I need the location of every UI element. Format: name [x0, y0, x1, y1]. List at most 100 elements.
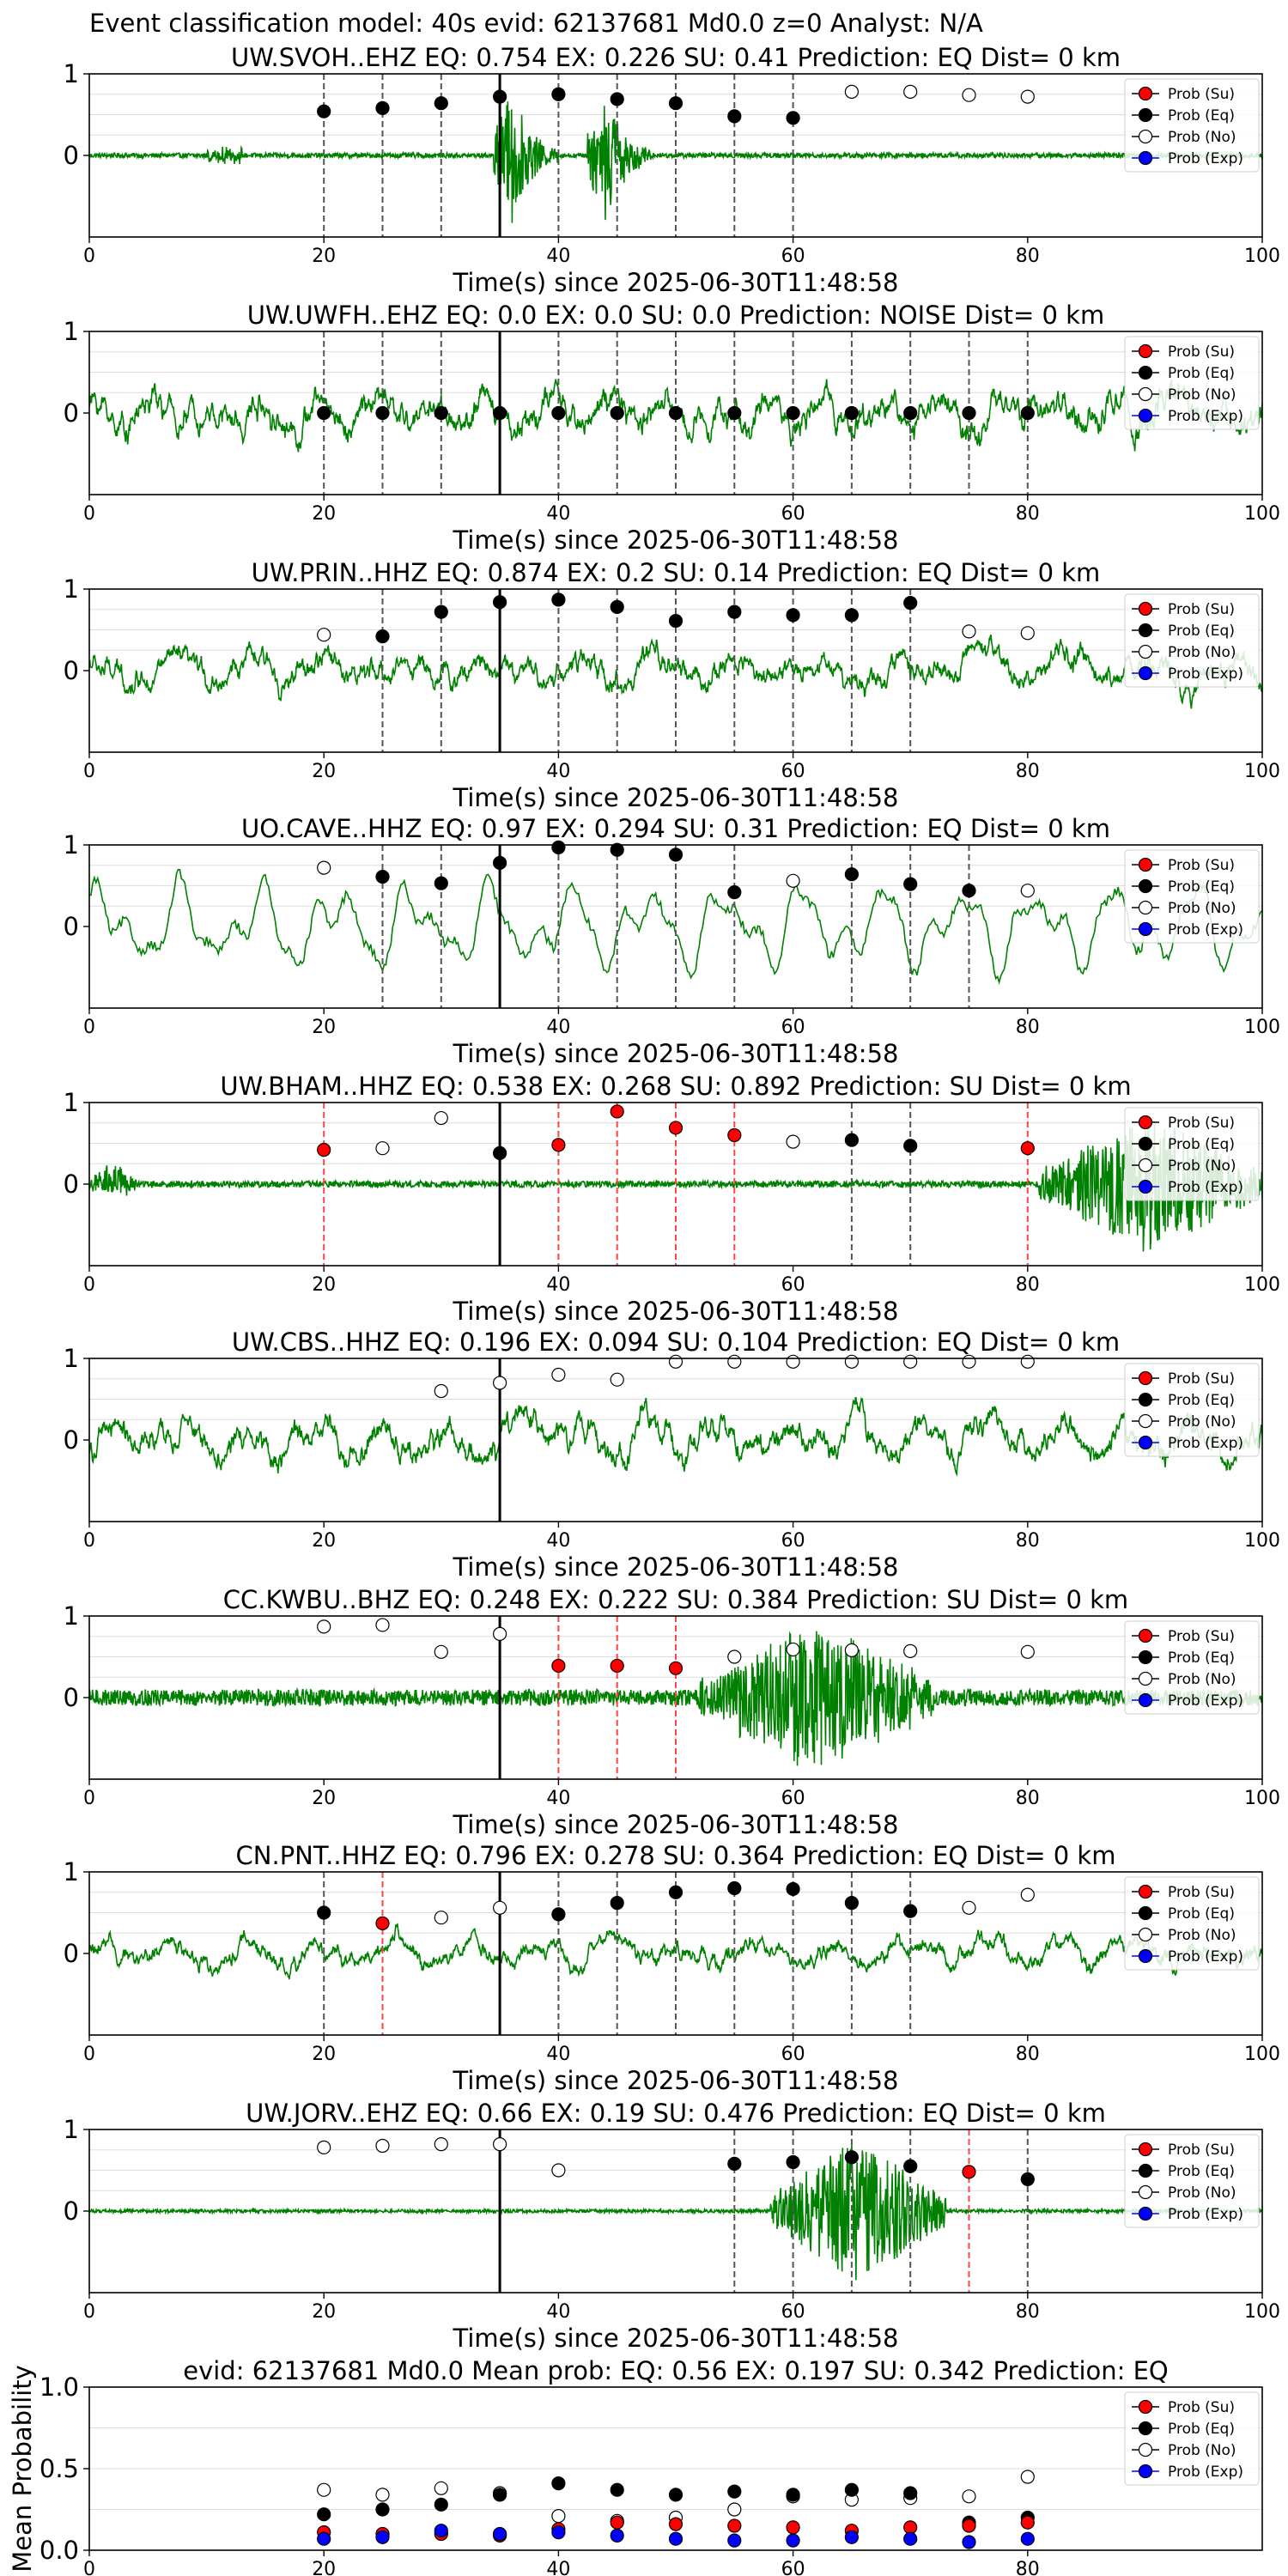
x-tick-label: 0 — [83, 246, 95, 267]
legend-label: Prob (Su) — [1168, 2142, 1235, 2159]
legend-label: Prob (Exp) — [1168, 1179, 1243, 1196]
prob-point-eq — [317, 405, 331, 421]
prob-point-no — [317, 628, 331, 642]
legend-label: Prob (No) — [1168, 1157, 1236, 1175]
prob-point-no — [727, 2502, 742, 2517]
subplot-10: evid: 62137681 Md0.0 Mean prob: EQ: 0.56… — [8, 2356, 1263, 2576]
y-tick-label: 1 — [64, 317, 79, 346]
x-tick-label: 40 — [546, 2301, 570, 2323]
prob-point-no — [317, 1619, 331, 1634]
prob-point-no — [786, 1354, 800, 1369]
prob-point-eq — [668, 613, 683, 629]
legend-label: Prob (Eq) — [1168, 1392, 1235, 1409]
x-tick-label: 80 — [1016, 2559, 1040, 2576]
prob-point-no — [434, 1383, 448, 1399]
legend-marker-su — [1138, 1884, 1153, 1899]
prob-point-eq — [610, 599, 624, 615]
prob-point-no — [844, 1643, 860, 1658]
legend-marker-exp — [1138, 150, 1153, 166]
prob-point-eq — [1020, 405, 1035, 421]
prob-point-eq — [786, 608, 800, 623]
prob-point-eq — [317, 2507, 331, 2522]
x-tick-label: 80 — [1016, 503, 1040, 525]
prob-point-exp — [844, 2530, 860, 2544]
prob-point-eq — [786, 1881, 800, 1897]
y-tick-label: 1 — [64, 1344, 79, 1373]
x-axis-label: Time(s) since 2025-06-30T11:48:58 — [453, 783, 899, 812]
prob-point-su — [962, 2165, 976, 2179]
legend-box — [1124, 2391, 1260, 2486]
legend-label: Prob (No) — [1168, 1671, 1236, 1688]
x-tick-label: 100 — [1244, 503, 1280, 525]
legend-label: Prob (Eq) — [1168, 1136, 1235, 1153]
x-tick-label: 20 — [312, 761, 336, 782]
prob-point-su — [1020, 2515, 1035, 2530]
legend-label: Prob (Eq) — [1168, 878, 1235, 896]
y-tick-label: 0.5 — [39, 2454, 79, 2483]
x-tick-label: 0 — [83, 2559, 95, 2576]
x-tick-label: 20 — [312, 2559, 336, 2576]
prob-point-eq — [551, 2476, 566, 2491]
prob-point-eq — [551, 592, 566, 607]
x-tick-label: 60 — [781, 761, 805, 782]
legend-label: Prob (No) — [1168, 1413, 1236, 1431]
prob-point-eq — [903, 1139, 918, 1153]
legend-label: Prob (Exp) — [1168, 150, 1243, 167]
subplot-3: UW.PRIN..HHZ EQ: 0.874 EX: 0.2 SU: 0.14 … — [64, 558, 1280, 812]
legend-marker-no — [1138, 386, 1153, 402]
prob-point-no — [668, 1354, 683, 1369]
x-tick-label: 80 — [1016, 2044, 1040, 2065]
x-tick-label: 100 — [1244, 2301, 1280, 2323]
legend-label: Prob (No) — [1168, 644, 1236, 661]
legend: Prob (Su) Prob (Eq) Prob (No) Prob (Exp) — [1124, 1107, 1260, 1201]
subplot-5: UW.BHAM..HHZ EQ: 0.538 EX: 0.268 SU: 0.8… — [64, 1072, 1280, 1326]
x-tick-label: 40 — [546, 2044, 570, 2065]
subplot-title: evid: 62137681 Md0.0 Mean prob: EQ: 0.56… — [183, 2356, 1169, 2385]
legend-label: Prob (Su) — [1168, 1370, 1235, 1388]
prob-point-eq — [844, 867, 860, 882]
prob-point-no — [551, 2509, 566, 2524]
prob-point-eq — [375, 629, 390, 644]
x-tick-label: 20 — [312, 503, 336, 525]
legend-marker-exp — [1138, 921, 1153, 937]
legend-marker-su — [1138, 86, 1153, 101]
prob-point-eq — [668, 1885, 683, 1899]
prob-point-eq — [375, 869, 390, 884]
y-tick-label: 1 — [64, 59, 79, 88]
legend-label: Prob (No) — [1168, 1927, 1236, 1944]
subplot-7: CC.KWBU..BHZ EQ: 0.248 EX: 0.222 SU: 0.3… — [64, 1585, 1280, 1839]
y-tick-label: 0 — [64, 1425, 79, 1455]
prob-point-eq — [962, 884, 976, 898]
figure-title: Event classification model: 40s evid: 62… — [89, 9, 983, 38]
x-tick-label: 100 — [1244, 2044, 1280, 2065]
subplot-title: UW.BHAM..HHZ EQ: 0.538 EX: 0.268 SU: 0.8… — [220, 1072, 1131, 1101]
legend-marker-exp — [1138, 665, 1153, 681]
prob-point-eq — [668, 405, 683, 421]
prob-point-no — [962, 1900, 976, 1915]
prob-point-no — [434, 1110, 448, 1126]
legend-label: Prob (Exp) — [1168, 921, 1243, 939]
subplot-title: CC.KWBU..BHZ EQ: 0.248 EX: 0.222 SU: 0.3… — [223, 1585, 1128, 1614]
legend-marker-no — [1138, 1927, 1153, 1942]
x-tick-label: 0 — [83, 2301, 95, 2323]
legend-box — [1124, 593, 1260, 688]
prob-point-no — [1020, 89, 1035, 104]
subplot-4: UO.CAVE..HHZ EQ: 0.97 EX: 0.294 SU: 0.31… — [64, 814, 1280, 1068]
x-tick-label: 100 — [1244, 1788, 1280, 1809]
x-tick-label: 60 — [781, 2044, 805, 2065]
x-tick-label: 60 — [781, 1274, 805, 1296]
prob-point-no — [962, 88, 976, 102]
legend-marker-exp — [1138, 408, 1153, 423]
prob-point-su — [668, 2517, 683, 2531]
legend-label: Prob (No) — [1168, 2184, 1236, 2202]
prob-point-su — [610, 2515, 624, 2530]
legend-label: Prob (Exp) — [1168, 2464, 1243, 2481]
y-tick-label: 0 — [64, 1683, 79, 1712]
subplot-2: UW.UWFH..EHZ EQ: 0.0 EX: 0.0 SU: 0.0 Pre… — [64, 301, 1280, 555]
prob-point-eq — [844, 2482, 860, 2497]
legend-box — [1124, 1363, 1260, 1457]
prob-point-eq — [727, 884, 742, 900]
prob-point-su — [375, 1916, 390, 1930]
legend-box — [1124, 849, 1260, 944]
subplot-title: UO.CAVE..HHZ EQ: 0.97 EX: 0.294 SU: 0.31… — [241, 814, 1110, 843]
